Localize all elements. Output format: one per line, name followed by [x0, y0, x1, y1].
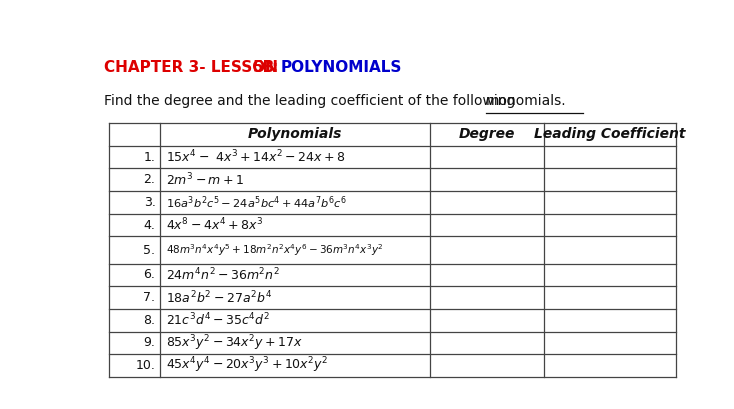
Text: $24m^4n^2 - 36m^2n^2$: $24m^4n^2 - 36m^2n^2$ — [166, 267, 280, 283]
Text: $15x^4 -\ 4x^3 + 14x^2 - 24x + 8$: $15x^4 -\ 4x^3 + 14x^2 - 24x + 8$ — [166, 149, 345, 165]
Text: :: : — [272, 60, 283, 75]
Text: $21c^3d^4 - 35c^4d^2$: $21c^3d^4 - 35c^4d^2$ — [166, 312, 270, 328]
Text: 4.: 4. — [144, 219, 156, 231]
Text: POLYNOMIALS: POLYNOMIALS — [280, 60, 402, 75]
Text: $48m^3n^4x^4y^5 + 18m^2n^2x^4y^6 - 36m^3n^4x^3y^2$: $48m^3n^4x^4y^5 + 18m^2n^2x^4y^6 - 36m^3… — [166, 242, 383, 258]
Text: 5.: 5. — [143, 243, 156, 256]
Text: 3.: 3. — [144, 196, 156, 209]
Text: $18a^2b^2 - 27a^2b^4$: $18a^2b^2 - 27a^2b^4$ — [166, 289, 272, 306]
Text: 8.: 8. — [143, 314, 156, 327]
Text: $45x^4y^4 - 20x^3y^3 + 10x^2y^2$: $45x^4y^4 - 20x^3y^3 + 10x^2y^2$ — [166, 356, 328, 375]
Text: $2m^3 - m + 1$: $2m^3 - m + 1$ — [166, 171, 244, 188]
Text: Leading Coefficient: Leading Coefficient — [534, 128, 686, 142]
Text: Degree: Degree — [459, 128, 515, 142]
Text: 9.: 9. — [144, 337, 156, 349]
Text: $16a^3b^2c^5 - 24a^5bc^4 + 44a^7b^6c^6$: $16a^3b^2c^5 - 24a^5bc^4 + 44a^7b^6c^6$ — [166, 194, 347, 211]
Text: 2.: 2. — [144, 173, 156, 186]
Text: Find the degree and the leading coefficient of the following: Find the degree and the leading coeffici… — [104, 94, 520, 108]
Text: Polynomials: Polynomials — [248, 128, 342, 142]
Text: 7.: 7. — [143, 291, 156, 304]
Text: 1.: 1. — [144, 151, 156, 164]
Text: 5B: 5B — [253, 60, 275, 75]
Text: 6.: 6. — [144, 268, 156, 281]
Text: $85x^3y^2 - 34x^2y + 17x$: $85x^3y^2 - 34x^2y + 17x$ — [166, 333, 302, 353]
Text: CHAPTER 3- LESSON: CHAPTER 3- LESSON — [104, 60, 283, 75]
Text: 10.: 10. — [136, 359, 156, 372]
Text: monomials.: monomials. — [486, 94, 567, 108]
Text: $4x^8 - 4x^4 + 8x^3$: $4x^8 - 4x^4 + 8x^3$ — [166, 217, 263, 234]
